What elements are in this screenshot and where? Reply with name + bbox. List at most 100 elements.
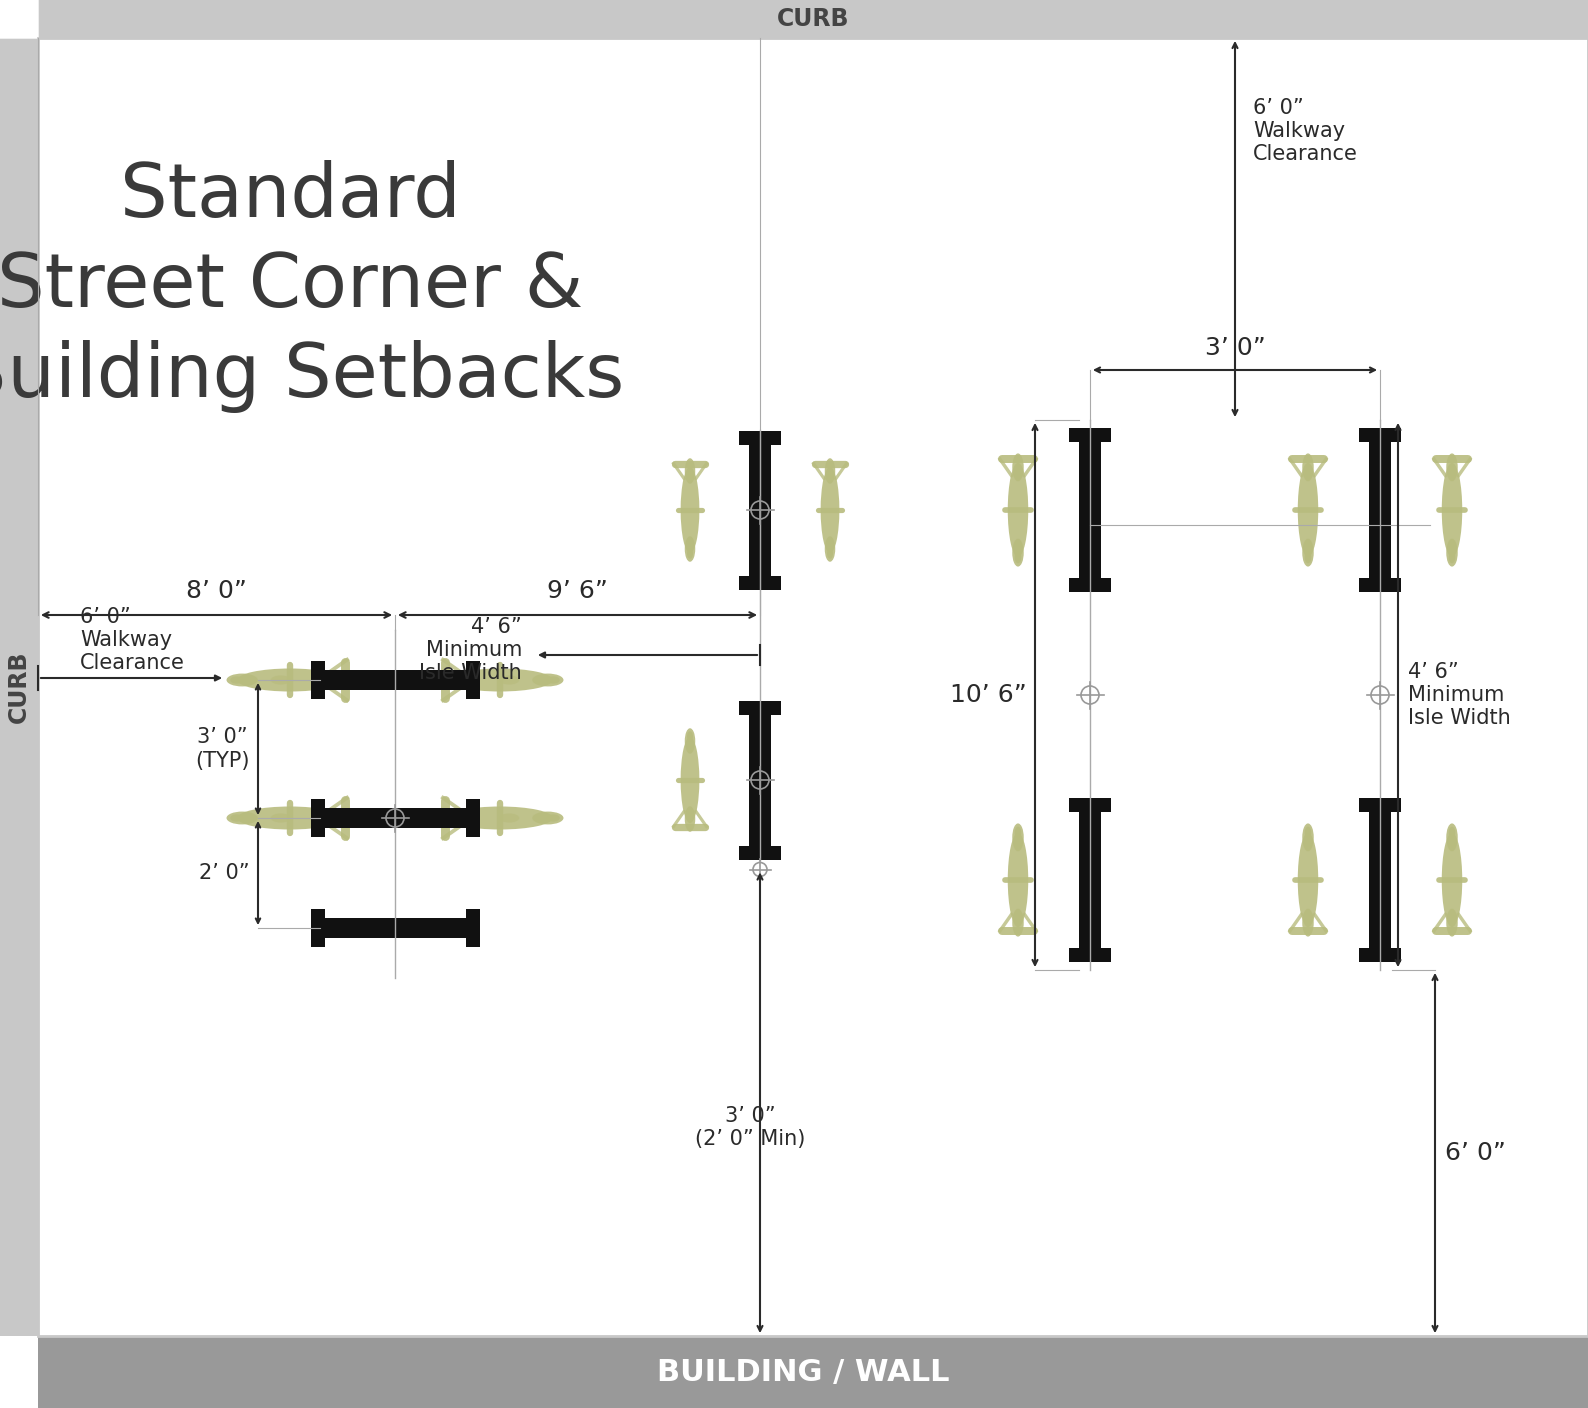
Bar [1069, 428, 1112, 442]
Bar [318, 670, 473, 690]
Polygon shape [0, 0, 38, 38]
Ellipse shape [437, 673, 468, 687]
Text: 2’ 0”: 2’ 0” [200, 863, 249, 883]
Text: 6’ 0”: 6’ 0” [1445, 1140, 1505, 1164]
Text: 4’ 6”
Minimum
Isle Width: 4’ 6” Minimum Isle Width [1409, 662, 1510, 728]
Bar [750, 438, 772, 583]
Text: BUILDING / WALL: BUILDING / WALL [657, 1357, 950, 1387]
Ellipse shape [684, 728, 696, 753]
Ellipse shape [437, 811, 468, 825]
Bar [38, 0, 1588, 38]
Ellipse shape [230, 814, 243, 822]
Ellipse shape [1297, 834, 1318, 926]
Text: 6’ 0”
Walkway
Clearance: 6’ 0” Walkway Clearance [1253, 99, 1358, 165]
Ellipse shape [448, 807, 553, 829]
Ellipse shape [322, 811, 354, 825]
Ellipse shape [681, 467, 699, 553]
Text: 3’ 0”
(2’ 0” Min): 3’ 0” (2’ 0” Min) [696, 1107, 805, 1149]
Bar [1359, 948, 1401, 962]
Ellipse shape [1442, 463, 1463, 558]
Bar [738, 576, 781, 590]
Text: 8’ 0”: 8’ 0” [186, 579, 248, 603]
Bar [1069, 798, 1112, 812]
Ellipse shape [1302, 453, 1313, 482]
Ellipse shape [1015, 552, 1021, 563]
Bar [1359, 579, 1401, 591]
Ellipse shape [1447, 453, 1458, 482]
Ellipse shape [532, 673, 564, 687]
Ellipse shape [270, 676, 291, 684]
Bar [738, 845, 781, 859]
Ellipse shape [227, 673, 257, 687]
Ellipse shape [684, 807, 696, 832]
Bar [465, 798, 480, 836]
Ellipse shape [1305, 552, 1312, 563]
Text: 9’ 6”: 9’ 6” [546, 579, 608, 603]
Ellipse shape [532, 811, 564, 825]
Ellipse shape [499, 676, 519, 684]
Ellipse shape [684, 536, 696, 562]
Text: CURB: CURB [777, 7, 850, 31]
Ellipse shape [681, 736, 699, 824]
Ellipse shape [546, 814, 561, 822]
Ellipse shape [827, 548, 834, 559]
Ellipse shape [1008, 463, 1029, 558]
Text: 3’ 0”: 3’ 0” [1205, 337, 1266, 360]
Ellipse shape [688, 731, 692, 742]
Ellipse shape [227, 811, 257, 825]
Bar [318, 918, 473, 938]
Ellipse shape [448, 669, 553, 691]
Bar [0, 38, 38, 1336]
Text: CURB: CURB [6, 650, 32, 724]
Ellipse shape [499, 814, 519, 822]
Ellipse shape [688, 548, 692, 559]
Bar [1359, 798, 1401, 812]
Polygon shape [0, 0, 38, 38]
Bar [311, 660, 324, 698]
Text: 4’ 6”
Minimum
Isle Width: 4’ 6” Minimum Isle Width [419, 617, 522, 683]
Ellipse shape [824, 536, 835, 562]
Text: 10’ 6”: 10’ 6” [950, 683, 1027, 707]
Ellipse shape [1442, 834, 1463, 926]
Ellipse shape [230, 676, 243, 684]
Bar [1359, 428, 1401, 442]
Ellipse shape [1012, 824, 1024, 852]
Ellipse shape [1008, 834, 1029, 926]
Bar [311, 798, 324, 836]
Ellipse shape [1302, 824, 1313, 852]
Ellipse shape [322, 673, 354, 687]
Bar [1369, 435, 1391, 584]
Ellipse shape [1012, 539, 1024, 566]
Ellipse shape [237, 807, 343, 829]
Text: 3’ 0”
(TYP): 3’ 0” (TYP) [195, 728, 249, 770]
Ellipse shape [237, 669, 343, 691]
Bar [738, 431, 781, 445]
Ellipse shape [1447, 908, 1458, 936]
Bar [1069, 948, 1112, 962]
Bar [750, 707, 772, 852]
Ellipse shape [1297, 463, 1318, 558]
Ellipse shape [1015, 826, 1021, 838]
Bar [1369, 805, 1391, 955]
Ellipse shape [270, 814, 291, 822]
Ellipse shape [1305, 826, 1312, 838]
Bar [738, 701, 781, 714]
Ellipse shape [1448, 552, 1455, 563]
Ellipse shape [1302, 908, 1313, 936]
Text: 6’ 0”
Walkway
Clearance: 6’ 0” Walkway Clearance [79, 607, 184, 673]
Text: Standard
Street Corner &
Building Setbacks: Standard Street Corner & Building Setbac… [0, 161, 624, 413]
Bar [1078, 805, 1100, 955]
Ellipse shape [684, 458, 696, 484]
Ellipse shape [546, 676, 561, 684]
Bar [1078, 435, 1100, 584]
Bar [1069, 579, 1112, 591]
Ellipse shape [821, 467, 840, 553]
Ellipse shape [824, 458, 835, 484]
Bar [465, 660, 480, 698]
Bar [318, 808, 473, 828]
Ellipse shape [1448, 826, 1455, 838]
Ellipse shape [1012, 453, 1024, 482]
Ellipse shape [1447, 539, 1458, 566]
Ellipse shape [1447, 824, 1458, 852]
Bar [38, 1336, 1588, 1408]
